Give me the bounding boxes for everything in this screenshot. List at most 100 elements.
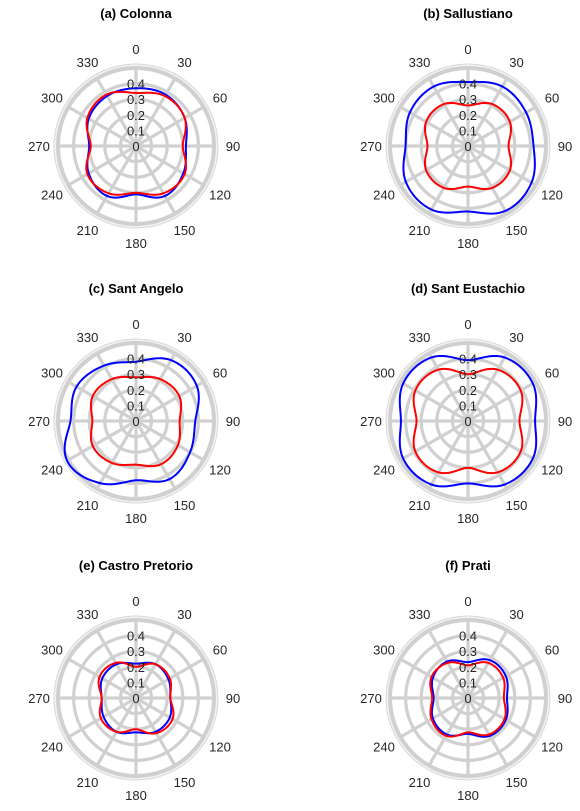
angle-tick-label: 240 — [373, 463, 395, 478]
radial-tick-label: 0.2 — [127, 660, 145, 675]
angle-tick-label: 30 — [509, 607, 523, 622]
radial-tick-label: 0.3 — [127, 644, 145, 659]
grid-spoke — [135, 144, 205, 187]
grid-spoke — [95, 77, 138, 147]
series-line-1 — [63, 357, 200, 486]
radial-tick-label: 0.4 — [127, 629, 145, 644]
radial-tick-label: 0 — [464, 414, 471, 429]
angle-tick-label: 150 — [174, 498, 196, 513]
radial-tick-label: 0.1 — [127, 398, 145, 413]
angle-tick-label: 210 — [409, 223, 431, 238]
angle-tick-label: 270 — [360, 139, 382, 154]
grid-spoke — [67, 144, 137, 187]
angle-tick-label: 60 — [545, 643, 559, 658]
polar-panel: 00.10.20.30.4030609012015018021024027030… — [360, 281, 572, 526]
grid-spoke — [427, 352, 470, 422]
polar-panel: 00.10.20.30.4030609012015018021024027030… — [28, 6, 240, 251]
series-line-1 — [430, 658, 509, 738]
grid-spoke — [427, 145, 470, 215]
angle-tick-label: 300 — [41, 91, 63, 106]
angle-tick-label: 300 — [41, 366, 63, 381]
radial-tick-label: 0.3 — [127, 92, 145, 107]
angle-tick-label: 300 — [373, 366, 395, 381]
radial-tick-label: 0.4 — [459, 352, 477, 367]
radial-tick-label: 0.1 — [127, 675, 145, 690]
chart-title: (f) Prati — [445, 558, 491, 573]
angle-tick-label: 240 — [41, 463, 63, 478]
angle-tick-label: 270 — [28, 139, 50, 154]
angle-tick-label: 90 — [558, 139, 572, 154]
radial-tick-label: 0.2 — [127, 383, 145, 398]
angle-tick-label: 120 — [541, 188, 563, 203]
angle-tick-label: 270 — [360, 414, 382, 429]
grid-spoke — [399, 419, 469, 462]
grid-spoke — [466, 145, 509, 215]
series-line-1 — [99, 661, 173, 735]
radial-tick-label: 0.4 — [127, 77, 145, 92]
radial-tick-label: 0.1 — [459, 675, 477, 690]
series-line-2 — [412, 367, 524, 475]
angle-tick-label: 30 — [177, 607, 191, 622]
grid-spoke — [135, 419, 205, 462]
radial-tick-label: 0.1 — [459, 123, 477, 138]
angle-tick-label: 120 — [209, 463, 231, 478]
angle-tick-label: 120 — [209, 740, 231, 755]
grid-spoke — [134, 352, 177, 422]
angle-tick-label: 150 — [174, 223, 196, 238]
radial-tick-label: 0.3 — [127, 367, 145, 382]
angle-tick-label: 210 — [77, 498, 99, 513]
radial-tick-label: 0.4 — [459, 77, 477, 92]
outer-boundary — [385, 615, 551, 781]
series-line-2 — [89, 375, 183, 468]
angle-tick-label: 270 — [360, 691, 382, 706]
angle-tick-label: 300 — [373, 91, 395, 106]
angle-tick-label: 90 — [558, 691, 572, 706]
angle-tick-label: 150 — [506, 498, 528, 513]
grid-spoke — [466, 697, 509, 767]
angle-tick-label: 240 — [41, 740, 63, 755]
radial-tick-label: 0 — [132, 691, 139, 706]
grid-spoke — [466, 77, 509, 147]
angle-tick-label: 180 — [457, 788, 479, 803]
angle-tick-label: 60 — [545, 366, 559, 381]
grid-spoke — [467, 657, 537, 700]
series-line-2 — [85, 90, 188, 196]
radial-tick-label: 0.2 — [459, 108, 477, 123]
angle-tick-label: 330 — [77, 607, 99, 622]
polar-panel: 00.10.20.30.4030609012015018021024027030… — [28, 281, 240, 526]
grid-spoke — [466, 352, 509, 422]
chart-title: (c) Sant Angelo — [89, 281, 184, 296]
radial-tick-label: 0.3 — [459, 367, 477, 382]
angle-tick-label: 330 — [409, 330, 431, 345]
angle-tick-label: 210 — [77, 223, 99, 238]
radial-tick-label: 0 — [132, 414, 139, 429]
series-line-1 — [398, 354, 538, 488]
angle-tick-label: 0 — [464, 594, 471, 609]
series-line-2 — [423, 101, 513, 191]
radial-tick-label: 0.2 — [459, 660, 477, 675]
grid-spoke — [134, 77, 177, 147]
grid-spoke — [467, 105, 537, 148]
angle-tick-label: 60 — [213, 91, 227, 106]
radial-tick-label: 0.3 — [459, 644, 477, 659]
angle-tick-label: 180 — [457, 236, 479, 251]
radial-tick-label: 0.1 — [459, 398, 477, 413]
grid-spoke — [399, 105, 469, 148]
grid-spoke — [427, 420, 470, 490]
angle-tick-label: 60 — [213, 643, 227, 658]
grid-spoke — [67, 380, 137, 423]
angle-tick-label: 210 — [77, 775, 99, 790]
angle-tick-label: 30 — [177, 55, 191, 70]
grid-spoke — [466, 629, 509, 699]
angle-tick-label: 300 — [41, 643, 63, 658]
angle-tick-label: 0 — [132, 42, 139, 57]
angle-tick-label: 330 — [409, 607, 431, 622]
angle-tick-label: 120 — [209, 188, 231, 203]
grid-spoke — [399, 144, 469, 187]
grid-spoke — [399, 380, 469, 423]
grid-spoke — [467, 419, 537, 462]
polar-panel: 00.10.20.30.4030609012015018021024027030… — [28, 558, 240, 803]
radial-tick-label: 0.3 — [459, 92, 477, 107]
angle-tick-label: 270 — [28, 414, 50, 429]
